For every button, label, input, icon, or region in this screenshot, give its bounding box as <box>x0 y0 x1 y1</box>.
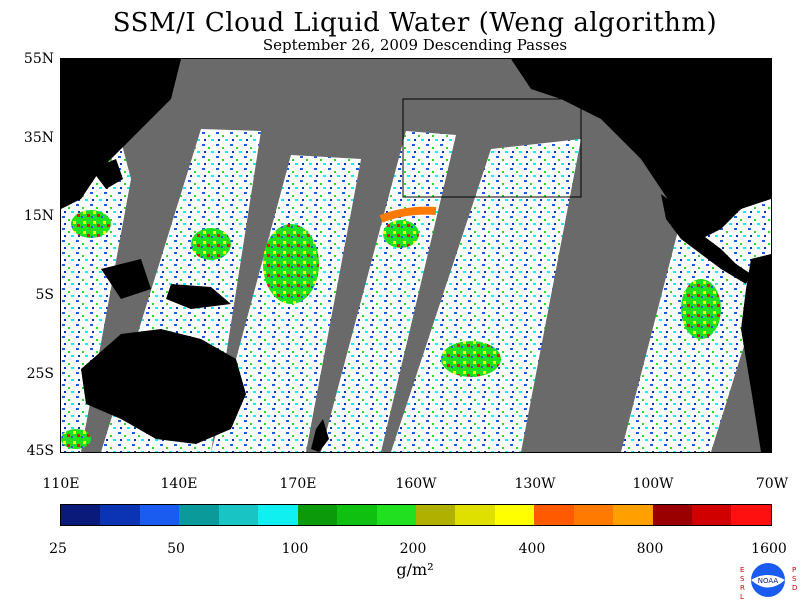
colorbar-label-100: 100 <box>281 541 309 557</box>
colorbar-label-400: 400 <box>518 541 546 557</box>
svg-text:S: S <box>792 575 797 583</box>
lat-label-35n: 35N <box>23 130 54 146</box>
lat-label-5s: 5S <box>35 287 55 303</box>
svg-text:S: S <box>740 575 745 583</box>
lon-label-160w: 160W <box>395 476 437 492</box>
colorbar-segment <box>534 505 574 525</box>
map-panel <box>60 58 772 453</box>
lon-label-140e: 140E <box>160 476 198 492</box>
colorbar-label-1600: 1600 <box>751 541 787 557</box>
colorbar-label-800: 800 <box>636 541 664 557</box>
svg-text:D: D <box>792 584 797 592</box>
svg-text:E: E <box>740 566 744 574</box>
colorbar-segment <box>494 505 535 525</box>
lon-label-70w: 70W <box>755 476 789 492</box>
land-masses <box>61 59 771 452</box>
colorbar-segment <box>139 505 180 525</box>
lon-label-110e: 110E <box>42 476 80 492</box>
colorbar-segment <box>376 505 416 525</box>
colorbar-segment <box>415 505 456 525</box>
colorbar-segment <box>731 505 771 525</box>
map-title: SSM/I Cloud Liquid Water (Weng algorithm… <box>112 8 718 38</box>
units-label: g/m² <box>396 560 434 579</box>
noaa-logo: E S R L NOAA P S D <box>738 560 798 601</box>
lon-label-130w: 130W <box>514 476 556 492</box>
map-graphic <box>61 59 771 452</box>
lat-label-45s: 45S <box>26 443 54 459</box>
colorbar-segment <box>613 505 653 525</box>
colorbar <box>60 504 772 526</box>
lat-label-25s: 25S <box>26 366 54 382</box>
colorbar-segment <box>61 505 101 525</box>
lon-label-170e: 170E <box>279 476 317 492</box>
svg-text:L: L <box>740 593 744 600</box>
colorbar-segment <box>337 505 377 525</box>
colorbar-segment <box>258 505 298 525</box>
map-subtitle: September 26, 2009 Descending Passes <box>262 36 568 54</box>
colorbar-segment <box>455 505 495 525</box>
colorbar-segment <box>218 505 259 525</box>
lat-label-55n: 55N <box>23 51 54 67</box>
lon-label-100w: 100W <box>632 476 674 492</box>
colorbar-segment <box>179 505 219 525</box>
colorbar-label-25: 25 <box>49 541 67 557</box>
svg-text:NOAA: NOAA <box>758 577 779 585</box>
svg-text:P: P <box>792 566 796 574</box>
colorbar-segment <box>652 505 692 525</box>
region-box <box>402 98 582 198</box>
colorbar-label-200: 200 <box>399 541 427 557</box>
lat-label-15n: 15N <box>23 208 54 224</box>
colorbar-segment <box>100 505 140 525</box>
colorbar-segment <box>692 505 732 525</box>
colorbar-segment <box>573 505 614 525</box>
svg-text:R: R <box>740 584 745 592</box>
colorbar-label-50: 50 <box>167 541 185 557</box>
colorbar-segment <box>297 505 338 525</box>
